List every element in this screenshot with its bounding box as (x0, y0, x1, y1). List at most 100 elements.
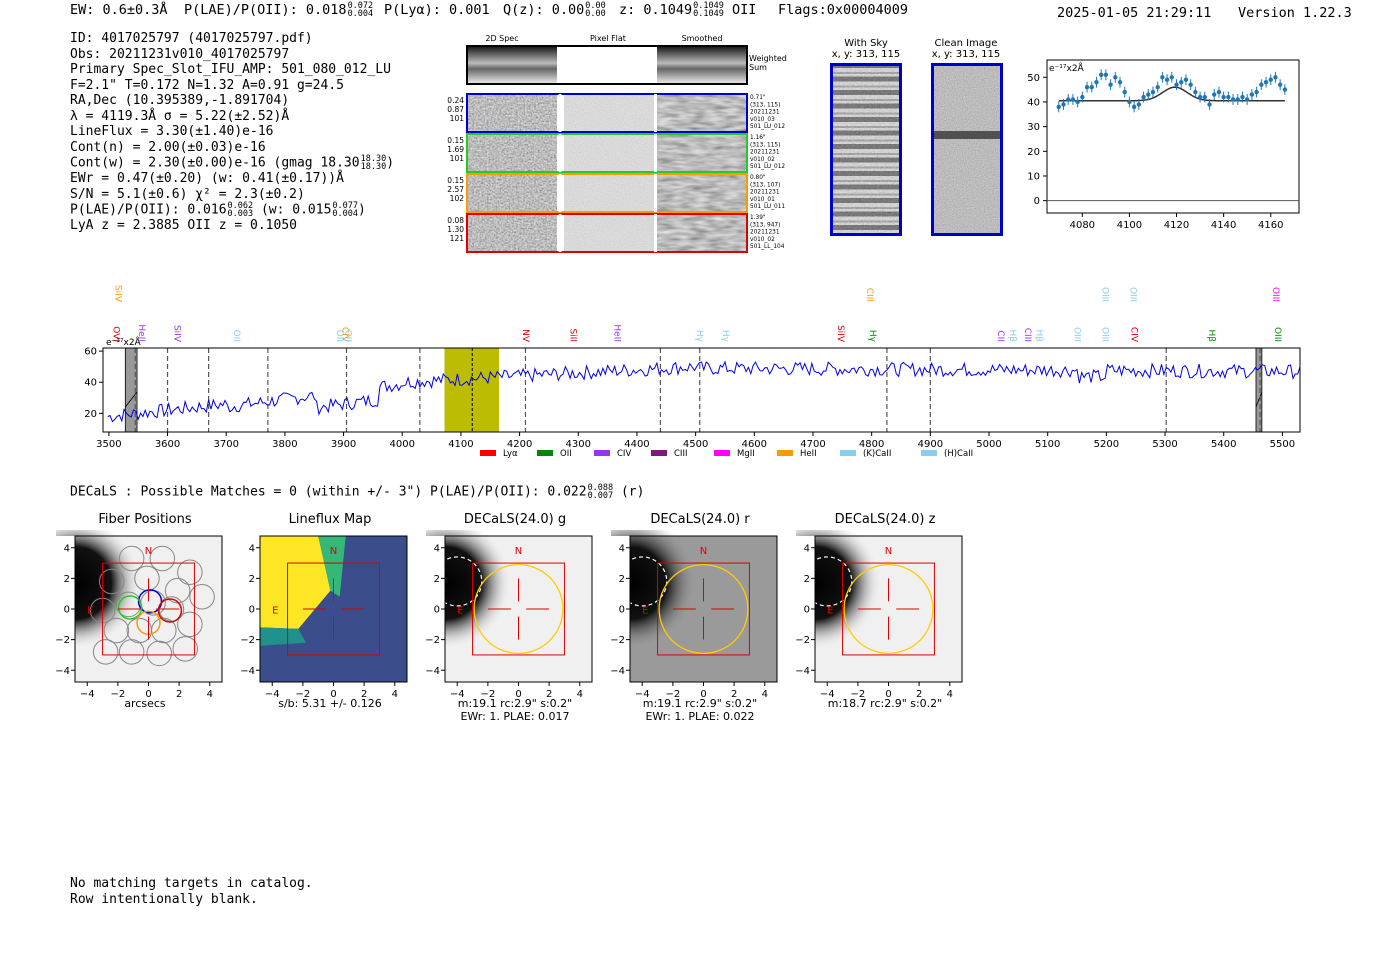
zoom-data-point (1070, 97, 1076, 102)
search-box (842, 562, 935, 656)
spectrum-xtick-label: 4000 (390, 439, 415, 450)
spec2d-row-right-label: 501_LU_012 (750, 124, 785, 130)
decals-caption-line: arcsecs (124, 697, 166, 710)
spec2d-panel: 2D Spec Pixel Flat Smoothed Weighted Sum… (447, 34, 787, 253)
decals-panel-title: Lineflux Map (288, 512, 372, 527)
zoom-data-point (1122, 89, 1127, 95)
cutout-ytick-label: 4 (434, 543, 440, 554)
spectrum-line-label: OIII (1099, 287, 1109, 302)
spec2d-row-left-label: 121 (450, 234, 465, 243)
spectrum-xtick-label: 3900 (331, 439, 356, 450)
spectrum-xtick-label: 4700 (800, 439, 825, 450)
spec2d-row-right-label: 1.39" (750, 215, 766, 221)
source-aperture (473, 563, 564, 655)
legend-label: Lyα (503, 449, 518, 459)
info-cont-w-end: ) (386, 155, 395, 171)
zoom-data-point (1230, 97, 1236, 102)
info-cont-n: Cont(n) = 2.00(±0.03)e-16 (70, 139, 266, 155)
zoom-data-point (1207, 102, 1212, 107)
cutout-xtick-label: 2 (176, 689, 182, 700)
spec2d-row-frame (466, 133, 748, 173)
zoom-ytick-label: 40 (1027, 97, 1040, 108)
decals-panel-image: N E −4 −4 −2 −2 0 0 2 2 4 4 (426, 530, 596, 700)
weighted-sum-frame (466, 45, 748, 85)
cutout-xtick-label: 2 (731, 689, 737, 700)
clean-image-label: Clean Image (934, 38, 998, 49)
legend-label: (K)CaII (863, 449, 891, 459)
header-qz-hi: 0.00 (585, 1, 606, 11)
spec2d-row-right-label: (313, 947) (750, 222, 780, 228)
spec2d-row-left-label: 101 (450, 154, 465, 163)
zoom-xtick-label: 4120 (1164, 220, 1189, 231)
legend-swatch (777, 450, 793, 456)
info-plae-w-end: ) (358, 202, 366, 218)
zoom-data-point (1212, 92, 1217, 97)
spec2d-row-right-label: v010_02 (750, 237, 775, 243)
zoom-data-point (1075, 99, 1080, 105)
spec2d-row-raw (467, 214, 557, 252)
spec2d-row-flat (564, 134, 654, 172)
cutout-xtick-label: −4 (265, 689, 280, 700)
decals-band: (r) (620, 484, 645, 500)
zoom-data-point (1127, 99, 1132, 105)
fiber-circle (189, 584, 215, 610)
search-box (102, 562, 195, 656)
info-cont-w-lo: 18.30 (360, 162, 387, 172)
spectrum-ytick-label: 40 (84, 378, 97, 389)
lineflux-mid (318, 536, 346, 597)
zoom-data-point (1183, 77, 1189, 82)
spectrum-mask (1255, 347, 1263, 433)
legend-swatch (594, 450, 610, 456)
zoom-data-point (1197, 94, 1203, 100)
spec2d-row-left-label: 0.15 (447, 136, 464, 145)
zoom-data-point (1131, 104, 1137, 110)
spectrum-line-label: CIV (339, 327, 349, 343)
info-obs: Obs: 20211231v010_4017025797 (70, 46, 290, 62)
zoom-data-point (1174, 82, 1179, 87)
source-aperture (658, 563, 749, 655)
spectrum-line-label: Hβ (1034, 329, 1044, 342)
zoom-ytick-label: 20 (1027, 147, 1040, 158)
spectrum-line-label: Hγ (867, 330, 877, 343)
spectrum-mask-hatch (1255, 391, 1263, 408)
spectrum-xtick-label: 3800 (272, 439, 297, 450)
cutout-xtick-label: 2 (546, 689, 552, 700)
east-label: E (272, 606, 278, 617)
spec2d-row-flat (564, 174, 654, 212)
cutout-edge-mask (426, 536, 445, 682)
spectrum-xtick-label: 5100 (1035, 439, 1060, 450)
spectrum-line-label: OIII (1127, 287, 1137, 302)
with-sky-xy: x, y: 313, 115 (831, 49, 901, 60)
spectrum-line-label: OVI (111, 326, 121, 342)
zoom-data-point (1188, 82, 1193, 87)
weighted-sum-smoothed (657, 46, 747, 84)
cutout-xtick-label: 4 (762, 689, 768, 700)
spec2d-row-right-label: (313, 107) (750, 182, 780, 188)
cutout-ytick-label: 0 (619, 605, 625, 616)
spectrum-line-label: OIII (1272, 327, 1282, 342)
zoom-data-point (1160, 75, 1165, 80)
zoom-data-point (1254, 89, 1259, 95)
spectrum-line-label: Hγ (694, 330, 704, 343)
decals-panel-title: Fiber Positions (98, 512, 192, 527)
zoom-data-point (1193, 89, 1198, 95)
legend-swatch (480, 450, 496, 456)
spectrum-xtick-label: 3500 (96, 439, 121, 450)
cutout-xtick-label: 4 (947, 689, 953, 700)
spec2d-row-left-label: 0.08 (447, 216, 464, 225)
east-label: E (457, 606, 463, 617)
spec2d-row-smooth (657, 174, 747, 212)
legend-swatch (840, 450, 856, 456)
zoom-xtick-label: 4080 (1070, 220, 1095, 231)
zoom-data-point (1240, 94, 1245, 100)
fiber-circle (151, 617, 177, 644)
zoom-data-point (1094, 80, 1099, 85)
spectrum-line-label: CIII (864, 288, 874, 302)
bright-source (796, 530, 881, 649)
cutout-xtick-label: 0 (330, 689, 336, 700)
spec2d-row-smooth (657, 214, 747, 252)
spec2d-row-right-label: 20211231 (750, 230, 780, 236)
header-z-line: OII (732, 2, 757, 18)
spec2d-row-right-label: 0.71" (750, 95, 766, 101)
source-aperture (843, 563, 934, 655)
